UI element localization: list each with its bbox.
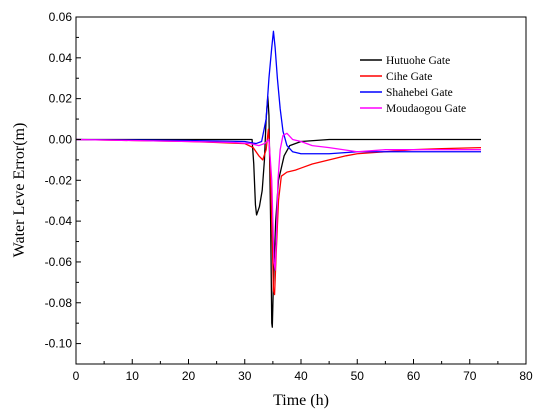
y-tick-label: -0.10 (45, 337, 73, 351)
x-tick-label: 60 (407, 369, 421, 383)
y-axis-title: Water Leve Error(m) (11, 123, 28, 258)
x-tick-label: 0 (73, 369, 80, 383)
legend-label: Moudaogou Gate (386, 103, 466, 115)
y-tick-label: 0.04 (49, 51, 73, 65)
y-tick-label: 0.06 (49, 10, 73, 24)
x-tick-label: 30 (238, 369, 252, 383)
x-tick-label: 80 (519, 369, 533, 383)
series-line-shahebei-gate (75, 30, 481, 155)
y-tick-label: -0.02 (45, 173, 73, 187)
y-tick-label: -0.06 (45, 255, 73, 269)
legend-label: Shahebei Gate (386, 87, 453, 99)
y-tick-label: -0.08 (45, 296, 73, 310)
x-tick-label: 50 (351, 369, 365, 383)
x-axis: 0 10 20 30 40 50 60 70 80 (73, 359, 533, 383)
x-tick-label: 20 (182, 369, 196, 383)
legend: Hutuohe Gate Cihe Gate Shahebei Gate Moudao… (360, 55, 466, 115)
x-axis-title: Time (h) (273, 392, 329, 409)
x-tick-label: 70 (463, 369, 477, 383)
y-tick-label: 0.00 (49, 132, 73, 146)
series-line-cihe-gate (75, 128, 482, 296)
y-tick-label: -0.04 (45, 214, 73, 228)
legend-label: Hutuohe Gate (386, 55, 450, 67)
series-line-moudaogou-gate (75, 132, 481, 271)
x-tick-label: 40 (294, 369, 308, 383)
y-tick-label: 0.02 (49, 92, 73, 106)
x-tick-label: 10 (126, 369, 140, 383)
plot-area (76, 17, 526, 364)
series-layer (75, 30, 482, 328)
y-axis: 0.06 0.04 0.02 0.00 -0.02 -0.04 -0.06 -0.08 -0.1… (45, 10, 81, 351)
legend-label: Cihe Gate (386, 71, 432, 83)
